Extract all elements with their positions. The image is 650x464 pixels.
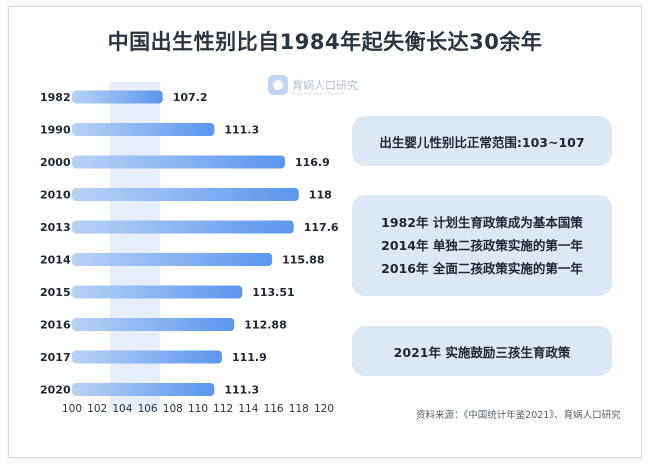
category-label: 2010 (40, 189, 71, 202)
bar-value-label: 116.9 (295, 156, 330, 169)
category-label: 2014 (40, 254, 71, 267)
policy-line-2016: 2016年 全面二孩政策实施的第一年 (381, 261, 583, 276)
category-label: 2016 (40, 319, 71, 332)
logo-mark-icon (268, 75, 288, 95)
category-label: 2015 (40, 286, 71, 299)
bar-value-label: 111.3 (224, 124, 259, 137)
x-tick-label: 108 (163, 403, 183, 415)
x-tick-label: 104 (112, 403, 132, 415)
bar-value-label: 112.88 (244, 319, 286, 332)
category-label: 2020 (40, 384, 71, 397)
x-tick-label: 100 (62, 403, 82, 415)
logo-text: 育娲人口研究 (292, 79, 358, 92)
bar (72, 220, 294, 234)
x-tick-label: 120 (314, 403, 334, 415)
category-label: 2017 (40, 351, 71, 364)
bar (72, 123, 215, 136)
bar-value-label: 111.9 (232, 351, 267, 364)
three-child-policy-note: 2021年 实施鼓励三孩生育政策 (352, 326, 612, 376)
category-label: 1982 (40, 91, 71, 104)
policy-line-2014: 2014年 单独二孩政策实施的第一年 (381, 238, 583, 253)
policy-timeline-note: 1982年 计划生育政策成为基本国策 2014年 单独二孩政策实施的第一年 20… (352, 195, 612, 296)
bar-value-label: 111.3 (224, 384, 259, 397)
normal-range-note: 出生婴儿性别比正常范围:103~107 (352, 116, 612, 166)
x-tick-label: 114 (238, 403, 258, 415)
x-tick-label: 118 (289, 403, 309, 415)
three-child-policy-text: 2021年 实施鼓励三孩生育政策 (393, 344, 571, 360)
bar-value-label: 107.2 (173, 91, 208, 104)
normal-range-text: 出生婴儿性别比正常范围:103~107 (379, 134, 585, 150)
bar-value-label: 113.51 (252, 286, 294, 299)
bar (72, 383, 215, 396)
bar (72, 318, 235, 331)
logo: 育娲人口研究 YuWa Population Research (268, 72, 358, 98)
x-tick-label: 110 (188, 403, 208, 415)
bar-value-label: 118 (309, 189, 332, 202)
data-source: 资料来源：《中国统计年鉴2021》、育娲人口研究 (416, 410, 621, 421)
category-label: 2000 (40, 156, 71, 169)
policy-line-1982: 1982年 计划生育政策成为基本国策 (381, 215, 583, 230)
category-label: 2013 (40, 221, 71, 234)
category-label: 1990 (40, 124, 71, 137)
logo-subtitle: YuWa Population Research (292, 91, 345, 96)
chart-title: 中国出生性别比自1984年起失衡长达30余年 (107, 30, 543, 54)
x-tick-label: 106 (138, 403, 158, 415)
bar (72, 253, 273, 266)
bar (72, 285, 243, 299)
bar-value-label: 117.6 (304, 221, 339, 234)
x-tick-label: 102 (87, 403, 107, 415)
bar (72, 155, 285, 169)
bar (72, 188, 299, 201)
x-tick-label: 116 (264, 403, 284, 415)
bar (72, 90, 163, 104)
bar (72, 350, 222, 364)
bar-value-label: 115.88 (282, 254, 324, 267)
x-tick-label: 112 (213, 403, 233, 415)
